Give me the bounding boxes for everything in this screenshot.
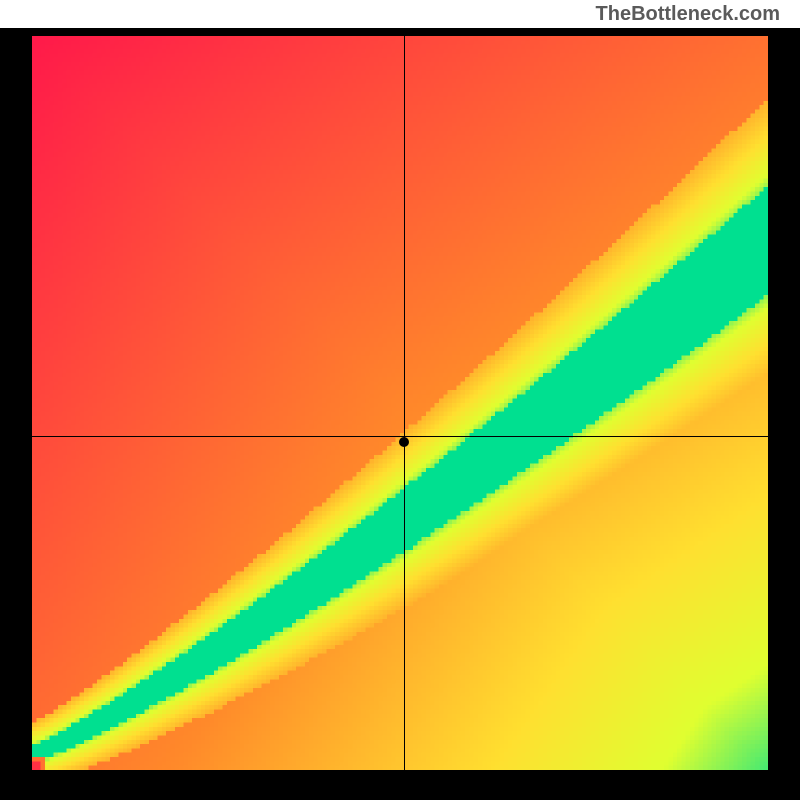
branding-label: TheBottleneck.com [596,3,780,26]
marker-dot [399,437,409,447]
header-bar: TheBottleneck.com [0,0,800,28]
heatmap-canvas [32,36,768,770]
heatmap-plot-area [32,36,768,770]
crosshair-vertical [404,36,405,770]
chart-outer-frame: TheBottleneck.com [0,0,800,800]
